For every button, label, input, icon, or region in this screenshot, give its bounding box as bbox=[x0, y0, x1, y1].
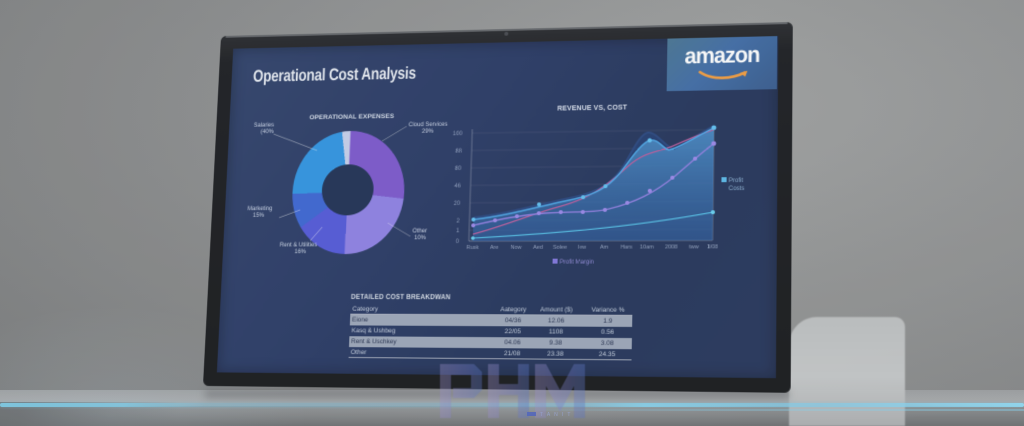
svg-text:1: 1 bbox=[456, 228, 459, 234]
svg-text:20: 20 bbox=[454, 201, 461, 207]
svg-text:2: 2 bbox=[456, 218, 459, 224]
svg-text:Rusk: Rusk bbox=[466, 245, 479, 252]
svg-text:10am: 10am bbox=[640, 244, 654, 251]
svg-text:Hars: Hars bbox=[621, 244, 633, 251]
svg-text:46: 46 bbox=[454, 183, 461, 189]
svg-text:80: 80 bbox=[455, 166, 462, 172]
svg-text:tww: tww bbox=[689, 244, 699, 251]
svg-text:lew: lew bbox=[578, 244, 587, 251]
svg-text:Now: Now bbox=[511, 244, 523, 251]
svg-text:2008: 2008 bbox=[665, 244, 678, 251]
svg-text:88: 88 bbox=[455, 148, 462, 154]
svg-text:100: 100 bbox=[453, 131, 463, 137]
svg-text:Am: Am bbox=[600, 244, 608, 251]
svg-text:0: 0 bbox=[456, 239, 459, 245]
svg-text:Solee: Solee bbox=[553, 244, 567, 251]
svg-text:1/08: 1/08 bbox=[707, 244, 718, 251]
svg-text:Aed: Aed bbox=[533, 244, 543, 251]
svg-text:Are: Are bbox=[490, 245, 499, 252]
